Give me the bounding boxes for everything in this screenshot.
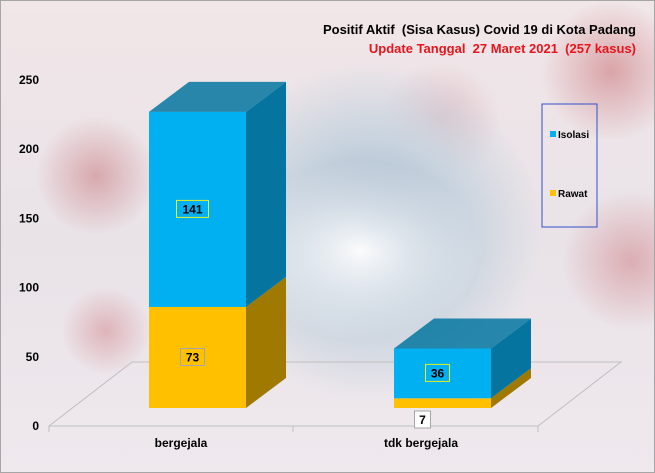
data-label: 73 <box>186 351 200 365</box>
data-label-box <box>425 363 450 382</box>
chart-title: Positif Aktif (Sisa Kasus) Covid 19 di K… <box>323 22 636 37</box>
y-tick-label: 200 <box>19 142 39 156</box>
data-labels-group: 73 141 7 36 <box>176 199 450 429</box>
y-tick-label: 100 <box>19 281 39 295</box>
category-labels-group: bergejala tdk bergejala <box>155 436 459 450</box>
legend-swatch <box>550 190 556 196</box>
y-tick-label: 250 <box>19 73 39 87</box>
legend-box <box>541 103 598 228</box>
data-label-box <box>180 348 205 366</box>
bar-top <box>149 81 286 112</box>
floor-outline <box>47 361 623 427</box>
bar-rawat-1 <box>394 398 491 408</box>
y-tick-label: 0 <box>32 419 39 433</box>
chart-subtitle: Update Tanggal 27 Maret 2021 (257 kasus) <box>369 41 636 56</box>
legend-label: Rawat <box>558 189 588 200</box>
y-tick-label: 50 <box>26 350 40 364</box>
bar-top <box>394 318 531 349</box>
bar-side-rawat <box>246 276 286 408</box>
category-label: tdk bergejala <box>384 436 458 450</box>
bar-side-rawat <box>491 368 531 408</box>
bars-group <box>149 81 531 408</box>
category-label: bergejala <box>155 436 208 450</box>
legend: Isolasi Rawat <box>541 103 598 228</box>
data-label-box <box>414 410 431 429</box>
chart-floor <box>47 361 623 432</box>
y-axis: 0 50 100 150 200 250 <box>19 73 39 433</box>
bar-side-isolasi <box>491 318 531 399</box>
bar-side-isolasi <box>246 81 286 307</box>
y-tick-label: 150 <box>19 211 39 225</box>
data-label: 7 <box>419 413 426 427</box>
legend-label: Isolasi <box>558 130 589 141</box>
data-label-box <box>176 199 209 218</box>
data-label: 141 <box>182 202 202 216</box>
data-label: 36 <box>431 366 445 380</box>
legend-swatch <box>550 131 556 137</box>
